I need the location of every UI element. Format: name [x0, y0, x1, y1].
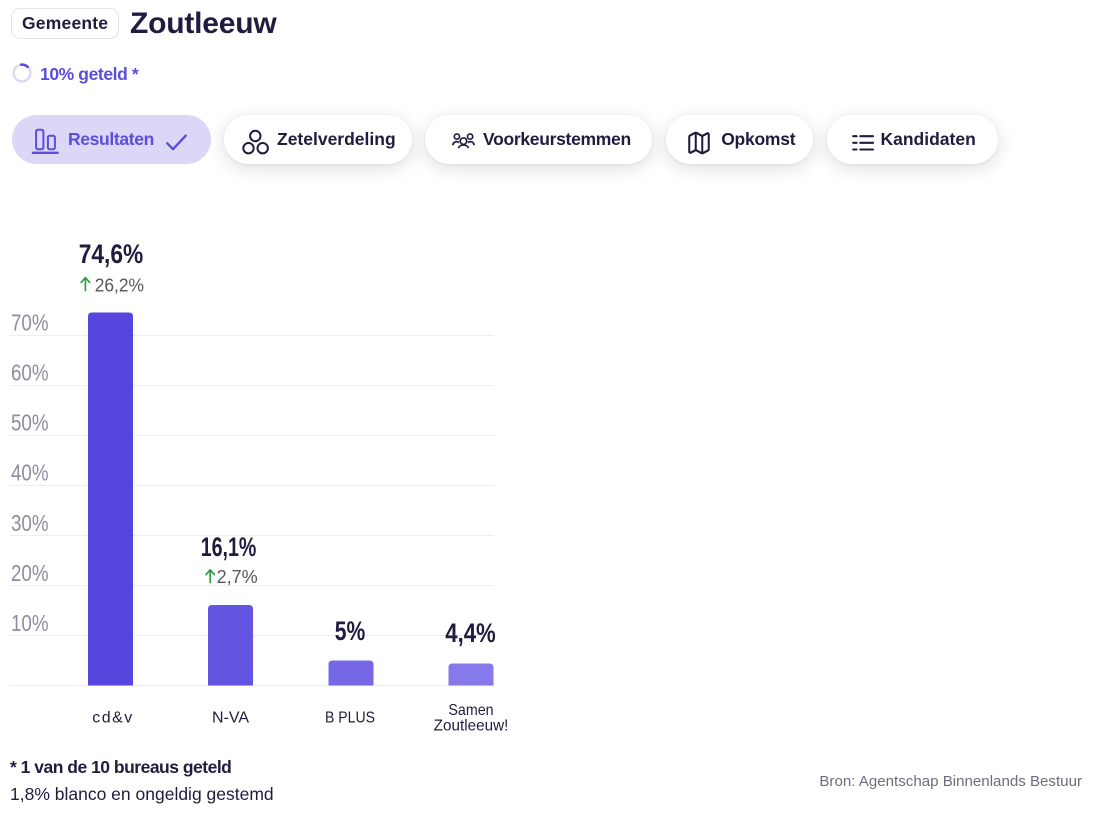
svg-text:Zoutleeuw!: Zoutleeuw! — [434, 718, 509, 735]
svg-text:B PLUS: B PLUS — [325, 710, 375, 727]
svg-text:30%: 30% — [11, 510, 49, 536]
svg-text:74,6%: 74,6% — [79, 239, 144, 269]
svg-text:70%: 70% — [11, 310, 49, 336]
svg-text:40%: 40% — [11, 460, 49, 486]
svg-text:5%: 5% — [335, 616, 366, 646]
svg-text:60%: 60% — [11, 360, 49, 386]
svg-text:20%: 20% — [11, 560, 49, 586]
svg-text:2,7%: 2,7% — [217, 566, 258, 587]
svg-text:10%: 10% — [11, 610, 49, 636]
svg-text:50%: 50% — [11, 410, 49, 436]
svg-text:Samen: Samen — [448, 702, 493, 719]
svg-text:16,1%: 16,1% — [201, 532, 257, 562]
svg-text:26,2%: 26,2% — [95, 275, 144, 296]
svg-text:cd&v: cd&v — [92, 710, 134, 727]
svg-text:N-VA: N-VA — [212, 710, 249, 727]
svg-text:4,4%: 4,4% — [445, 618, 496, 648]
